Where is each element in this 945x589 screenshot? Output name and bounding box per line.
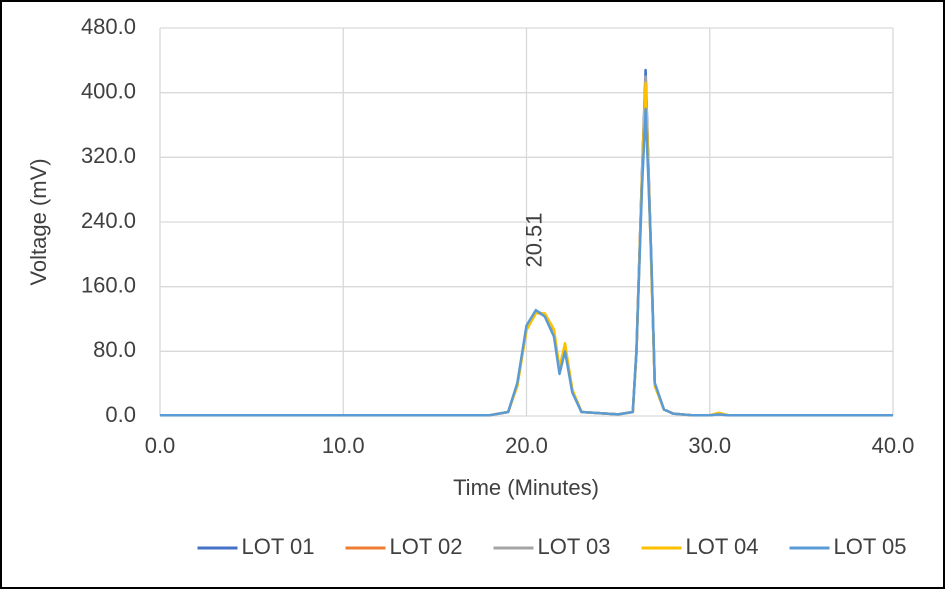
legend-label: LOT 02 [390,534,463,559]
x-tick-label: 0.0 [145,433,176,458]
y-tick-label: 80.0 [93,337,136,362]
x-tick-label: 30.0 [688,433,731,458]
legend-label: LOT 01 [242,534,315,559]
x-axis-label: Time (Minutes) [453,475,599,500]
legend-label: LOT 03 [538,534,611,559]
series-line [160,107,893,417]
annotation: 20.51 [522,212,547,267]
y-tick-label: 0.0 [105,402,136,427]
y-tick-label: 160.0 [81,272,136,297]
x-tick-label: 40.0 [872,433,915,458]
x-tick-label: 20.0 [505,433,548,458]
y-tick-label: 240.0 [81,208,136,233]
y-tick-label: 400.0 [81,78,136,103]
legend-label: LOT 04 [686,534,759,559]
y-tick-label: 320.0 [81,143,136,168]
y-axis-label: Voltage (mV) [26,158,51,285]
y-tick-label: 480.0 [81,14,136,39]
legend-label: LOT 05 [834,534,907,559]
x-tick-label: 10.0 [322,433,365,458]
